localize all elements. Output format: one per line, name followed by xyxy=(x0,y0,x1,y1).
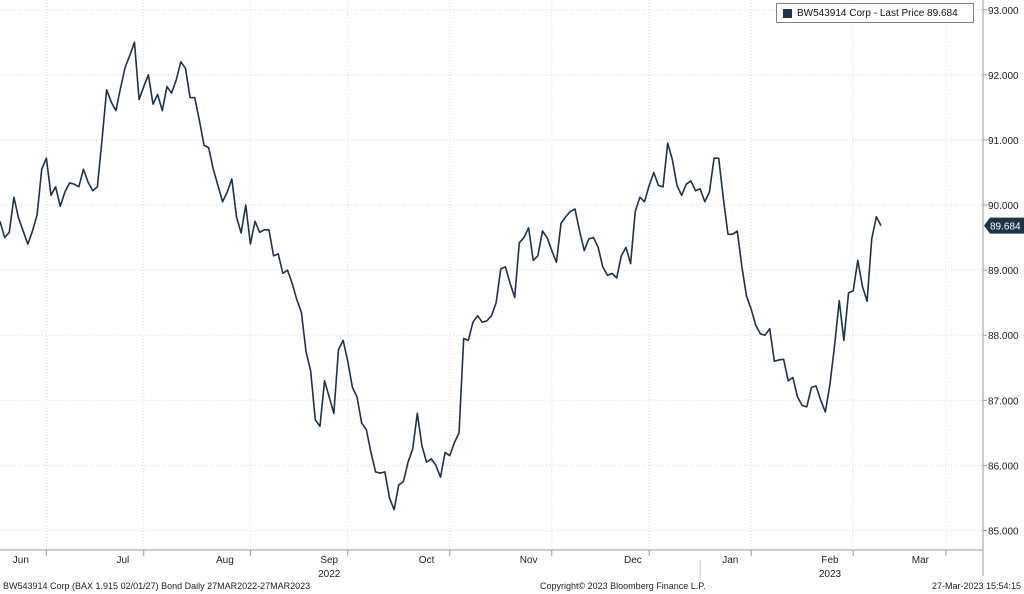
y-tick-label: 87.000 xyxy=(988,396,1019,407)
x-tick-label: Oct xyxy=(419,555,435,566)
x-tick-label: Jan xyxy=(722,555,738,566)
x-tick-label: Feb xyxy=(821,555,839,566)
footer: BW543914 Corp (BAX 1.915 02/01/27) Bond … xyxy=(0,580,1024,594)
series-layer xyxy=(0,41,882,511)
price-chart: Jun Jul Aug Sep Oct Nov Dec Jan Feb Mar 2022 2023 8… xyxy=(0,0,1024,580)
year-label: 2023 xyxy=(819,569,842,580)
x-tick-label: Nov xyxy=(520,555,538,566)
axes xyxy=(0,0,987,578)
year-label: 2022 xyxy=(318,569,341,580)
footer-security-info: BW543914 Corp (BAX 1.915 02/01/27) Bond … xyxy=(3,581,311,591)
y-tick-label: 89.000 xyxy=(988,266,1019,277)
y-tick-label: 92.000 xyxy=(988,71,1019,82)
last-value-marker: 89.684 xyxy=(984,217,1024,234)
footer-copyright: Copyright© 2023 Bloomberg Finance L.P. xyxy=(540,581,706,591)
x-tick-label: Aug xyxy=(216,555,234,566)
price-line xyxy=(0,41,882,511)
legend-swatch xyxy=(783,8,792,18)
x-tick-label: Sep xyxy=(320,555,338,566)
last-value-label: 89.684 xyxy=(990,222,1021,233)
y-tick-label: 88.000 xyxy=(988,331,1019,342)
footer-timestamp: 27-Mar-2023 15:54:15 xyxy=(931,581,1021,591)
x-tick-label: Jun xyxy=(13,555,29,566)
x-axis-labels: Jun Jul Aug Sep Oct Nov Dec Jan Feb Mar 2022 2023 xyxy=(13,555,930,580)
x-tick-label: Dec xyxy=(624,555,642,566)
x-tick-label: Jul xyxy=(116,555,129,566)
last-value-tag xyxy=(984,217,1024,234)
y-tick-label: 91.000 xyxy=(988,136,1019,147)
y-tick-label: 90.000 xyxy=(988,201,1019,212)
y-tick-label: 85.000 xyxy=(988,526,1019,537)
y-axis-labels: 85.000 86.000 87.000 88.000 89.000 90.000 91.0… xyxy=(988,6,1019,538)
x-tick-label: Mar xyxy=(912,555,930,566)
gridlines xyxy=(0,0,983,550)
legend: BW543914 Corp - Last Price 89.684 xyxy=(776,3,974,23)
y-tick-label: 93.000 xyxy=(988,6,1019,17)
y-tick-label: 86.000 xyxy=(988,461,1019,472)
legend-label: BW543914 Corp - Last Price 89.684 xyxy=(797,7,958,19)
